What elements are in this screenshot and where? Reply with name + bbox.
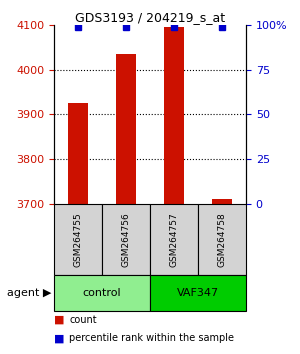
FancyBboxPatch shape <box>102 204 150 275</box>
Text: GSM264758: GSM264758 <box>218 212 226 267</box>
Text: agent ▶: agent ▶ <box>7 288 52 298</box>
Text: control: control <box>83 288 121 298</box>
Text: ■: ■ <box>54 333 64 343</box>
Text: ■: ■ <box>54 315 64 325</box>
FancyBboxPatch shape <box>198 204 246 275</box>
Text: GSM264757: GSM264757 <box>169 212 178 267</box>
FancyBboxPatch shape <box>54 275 150 311</box>
Text: count: count <box>69 315 97 325</box>
Bar <box>68 103 88 204</box>
Text: VAF347: VAF347 <box>177 288 219 298</box>
FancyBboxPatch shape <box>150 204 198 275</box>
Bar <box>212 199 232 204</box>
Title: GDS3193 / 204219_s_at: GDS3193 / 204219_s_at <box>75 11 225 24</box>
Text: GSM264756: GSM264756 <box>122 212 130 267</box>
FancyBboxPatch shape <box>150 275 246 311</box>
Text: percentile rank within the sample: percentile rank within the sample <box>69 333 234 343</box>
Bar <box>116 54 136 204</box>
FancyBboxPatch shape <box>54 204 102 275</box>
Bar <box>164 27 184 204</box>
Text: GSM264755: GSM264755 <box>74 212 82 267</box>
